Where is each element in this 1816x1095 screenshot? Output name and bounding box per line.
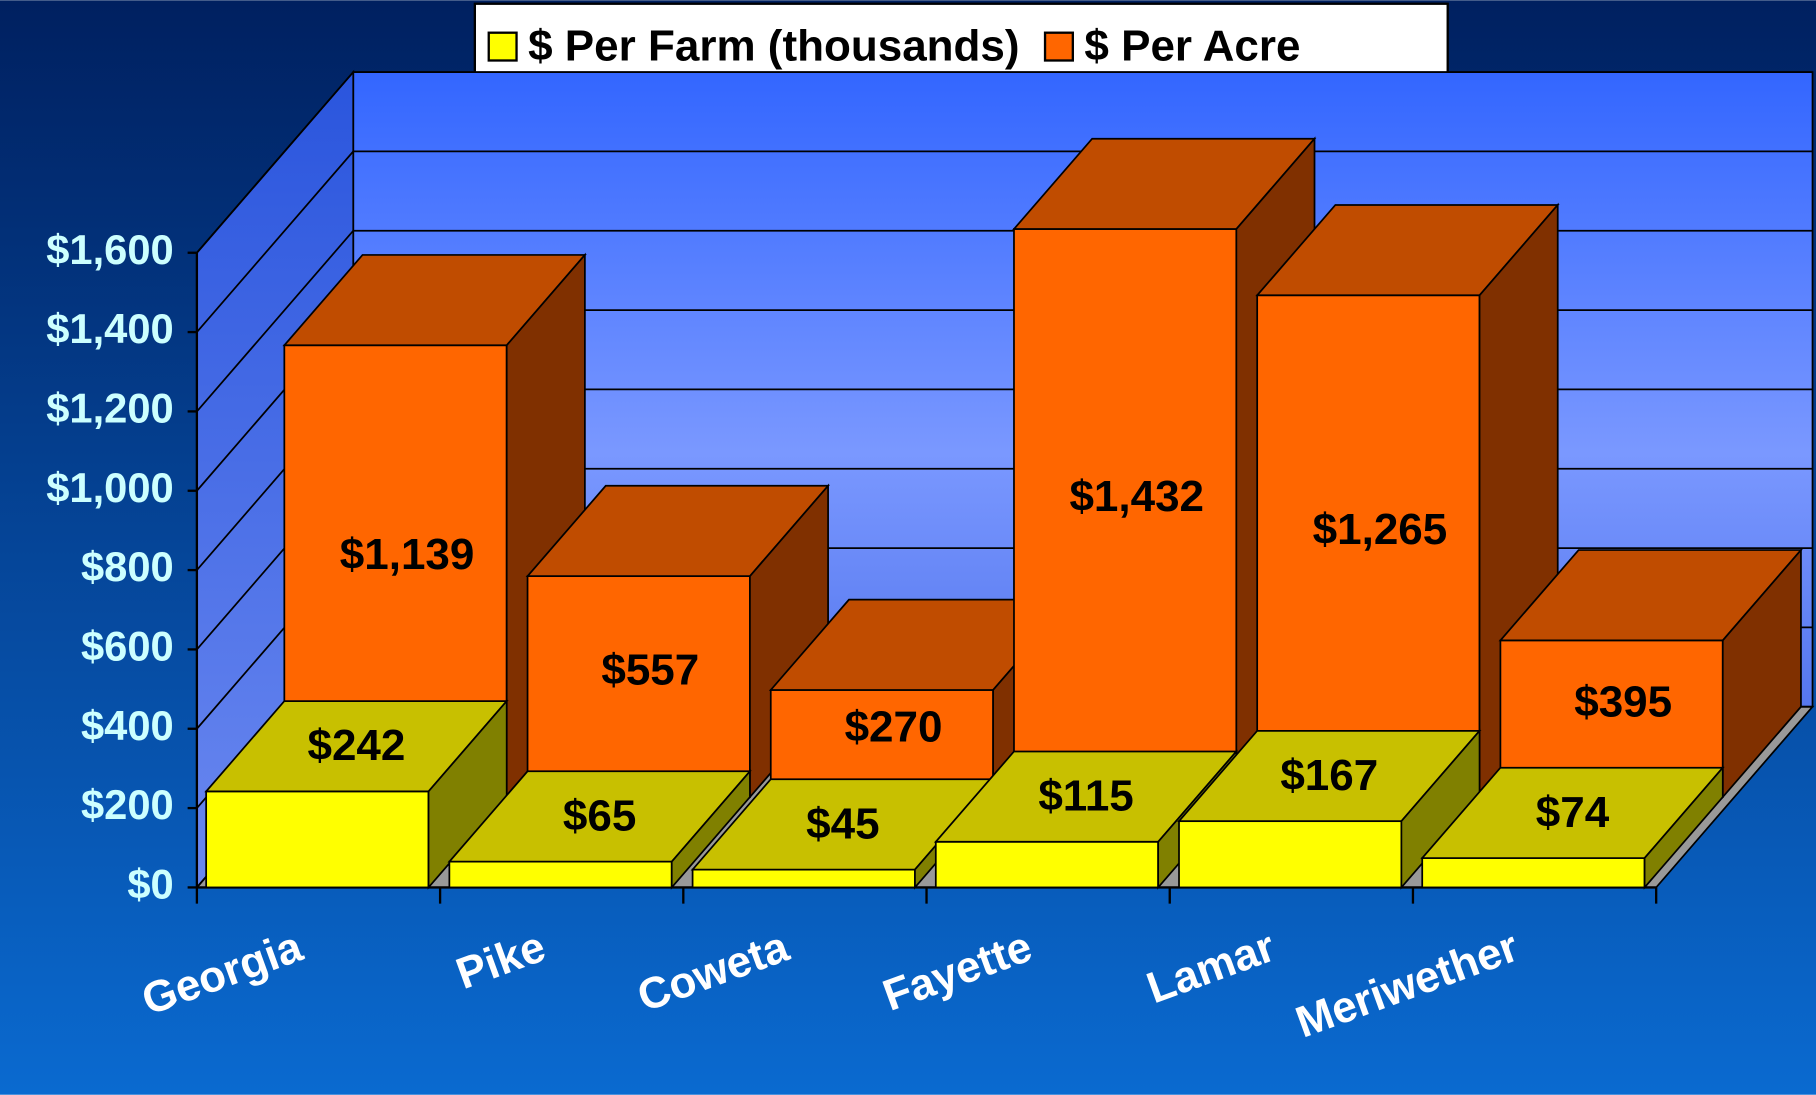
value-label: $167 <box>1280 751 1378 800</box>
legend-swatch <box>1043 31 1074 62</box>
grid-line <box>196 150 1813 333</box>
bar-front <box>1421 857 1646 889</box>
y-tick-label: $800 <box>81 543 174 590</box>
grid-line <box>196 71 1813 254</box>
bar-front <box>1178 820 1403 889</box>
bar-side <box>1643 765 1724 890</box>
value-label: $115 <box>1038 772 1133 821</box>
value-label: $74 <box>1536 788 1610 837</box>
value-label: $395 <box>1574 677 1672 726</box>
legend-label: $ Per Acre <box>1084 22 1300 71</box>
bar-front <box>691 868 916 889</box>
bar-front <box>934 840 1160 889</box>
bar-front <box>1256 294 1481 798</box>
value-label: $1,265 <box>1313 505 1448 554</box>
y-tick-label: $1,000 <box>46 464 174 511</box>
bar-front <box>1013 228 1238 798</box>
y-tick-label: $1,600 <box>46 226 174 273</box>
y-tick-label: $1,200 <box>46 384 174 431</box>
y-tick-label: $400 <box>81 702 174 749</box>
bar-front <box>448 860 673 889</box>
value-label: $1,139 <box>340 530 475 579</box>
legend-swatch <box>487 31 518 62</box>
bar-front <box>205 790 430 889</box>
value-label: $270 <box>845 702 943 751</box>
y-tick-label: $1,400 <box>46 305 174 352</box>
value-label: $1,432 <box>1069 472 1204 521</box>
value-label: $557 <box>601 645 699 694</box>
bar-side <box>1721 547 1802 800</box>
value-label: $65 <box>563 791 636 840</box>
bar-side <box>670 768 751 890</box>
legend-label: $ Per Farm (thousands) <box>528 22 1019 71</box>
y-tick-label: $200 <box>81 781 174 828</box>
value-label: $242 <box>307 721 405 770</box>
value-label: $45 <box>806 799 879 848</box>
y-tick-label: $600 <box>81 622 174 669</box>
legend: $ Per Farm (thousands) $ Per Acre <box>473 2 1449 86</box>
y-tick-label: $0 <box>127 860 173 907</box>
